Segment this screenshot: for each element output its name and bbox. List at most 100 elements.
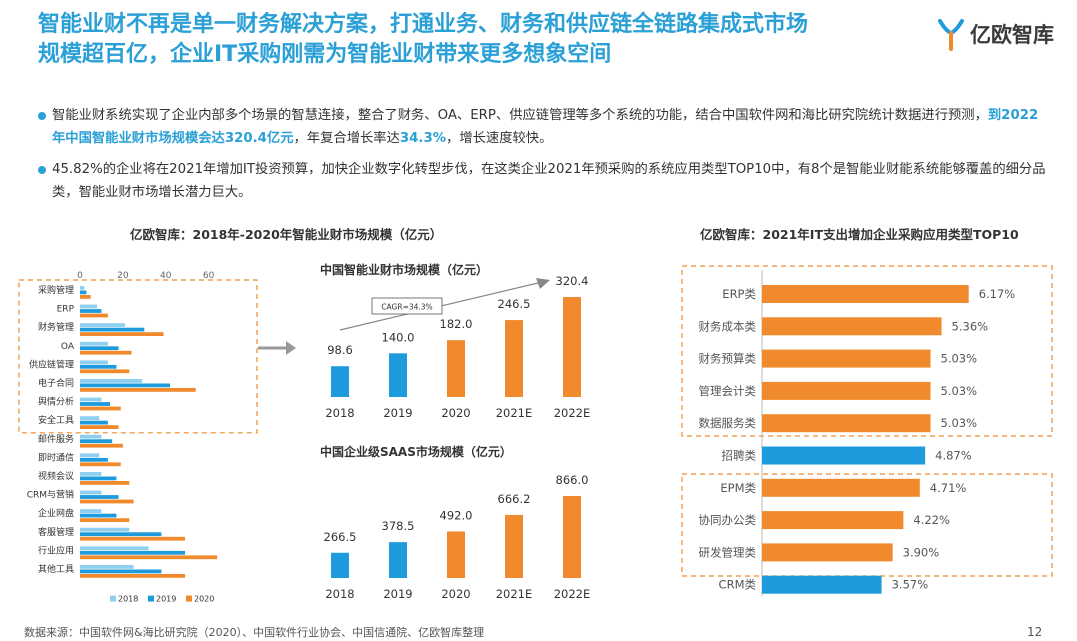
data-label: 266.5 [324, 530, 357, 544]
bar-2020 [80, 574, 185, 578]
chart-top10-apps: ERP类 6.17% 财务成本类 5.36% 财务预算类 5.03% 管理会计类 5.03% 数… [681, 265, 1053, 596]
bullet-dot-icon [38, 112, 46, 120]
x-tick-label: 2022E [554, 587, 591, 601]
bar-2020 [80, 443, 123, 448]
category-label: 即时通信 [38, 451, 74, 463]
bar-2018 [80, 341, 108, 346]
category-label: ERP类 [722, 287, 756, 301]
legend-label: 2020 [194, 595, 214, 604]
bar-2018 [80, 565, 134, 569]
bar [762, 478, 920, 497]
category-label: 企业网盘 [38, 507, 74, 519]
category-label: 数据服务类 [699, 416, 757, 430]
bar-2020 [80, 425, 119, 429]
category-label: 电子合同 [38, 377, 74, 389]
bar-2020 [80, 536, 185, 541]
bar-2019 [80, 495, 119, 499]
x-tick-label: 2019 [383, 406, 412, 420]
data-label: 3.90% [903, 545, 940, 559]
bullet-text-1: 智能业财系统实现了企业内部多个场景的智慧连接，整合了财务、OA、ERP、供应链管… [52, 104, 1048, 150]
bullet-item-2: 45.82%的企业将在2021年增加IT投资预算，加快企业数字化转型步伐，在这类… [38, 158, 1048, 204]
category-label: 其他工具 [38, 563, 74, 575]
bullet-text-2: 45.82%的企业将在2021年增加IT投资预算，加快企业数字化转型步伐，在这类… [52, 162, 1046, 200]
data-label: 666.2 [498, 492, 531, 506]
data-label: 6.17% [979, 287, 1016, 301]
bar-2018 [80, 490, 102, 495]
bar-2020 [80, 350, 132, 355]
bar-2020 [80, 406, 121, 411]
bar-2020 [80, 481, 130, 485]
bullet-1-part-b: ，年复合增长率达 [293, 131, 400, 146]
bar-2020 [80, 332, 164, 336]
data-label: 492.0 [440, 508, 473, 522]
data-label: 4.22% [913, 513, 950, 527]
data-label: 5.03% [941, 384, 978, 398]
bar [505, 320, 523, 397]
data-label: 3.57% [892, 578, 929, 592]
data-label: 182.0 [440, 317, 473, 331]
x-tick-label: 2020 [441, 587, 470, 601]
bar-2020 [80, 518, 130, 522]
data-label: 866.0 [556, 473, 589, 487]
category-label: 舆情分析 [38, 396, 74, 408]
bar [447, 531, 465, 578]
data-label: 4.87% [935, 449, 972, 463]
bar-2018 [80, 416, 100, 420]
bar-2018 [80, 397, 102, 402]
bar-2019 [80, 476, 117, 481]
bar-2020 [80, 499, 134, 504]
bar-2020 [80, 313, 108, 318]
x-tick-label: 2020 [441, 406, 470, 420]
bar [762, 543, 893, 562]
chart-app-categories: 0 20 40 60 采购管理 ERP 财务管理 OA 供应链管理电子合同舆情分析安全工具邮件服… [18, 271, 258, 604]
category-label: 客服管理 [38, 526, 74, 538]
bar-2020 [80, 388, 196, 392]
bar-2019 [80, 346, 119, 351]
bar-2019 [80, 532, 162, 537]
category-label: 财务预算类 [699, 352, 757, 366]
bar [762, 446, 926, 465]
bar-2019 [80, 309, 102, 313]
bar-2019 [80, 420, 108, 425]
bar-2019 [80, 513, 117, 518]
bar [762, 575, 882, 594]
bar [389, 353, 407, 397]
data-label: 5.03% [941, 416, 978, 430]
highlight-box-top [681, 265, 1053, 437]
category-label: 研发管理类 [699, 545, 757, 559]
category-label: 招聘类 [722, 449, 757, 463]
bullet-dot-icon [38, 166, 46, 174]
bar-2019 [80, 290, 87, 295]
bar [762, 317, 942, 336]
category-label: 管理会计类 [699, 384, 757, 398]
data-label: 246.5 [498, 297, 531, 311]
left-section-title: 亿欧智库：2018年-2020年智能业财市场规模（亿元） [130, 227, 443, 242]
x-tick-label: 2021E [496, 406, 533, 420]
bar-2018 [80, 527, 130, 532]
bar-2019 [80, 364, 117, 369]
right-section-title: 亿欧智库：2021年IT支出增加企业采购应用类型TOP10 [700, 227, 1019, 242]
bar-2018 [80, 323, 125, 327]
data-label: 4.71% [930, 481, 967, 495]
bar-2019 [80, 383, 170, 388]
legend-swatch [186, 595, 192, 602]
bar-2020 [80, 369, 130, 374]
data-label: 320.4 [556, 274, 589, 288]
bar [563, 297, 581, 397]
bar [762, 511, 904, 530]
x-tick-label: 2018 [325, 406, 354, 420]
bullet-1-highlight-market: 到2022年中国智能业财市场规模会达320.4亿元 [52, 108, 1039, 146]
bullet-1-part-c: ，增长速度较快。 [446, 131, 553, 146]
category-label: 采购管理 [38, 284, 74, 296]
chart-saas-market: 266.5 2018 378.5 2019 492.0 2020 666.2 2021E 866… [324, 473, 591, 601]
bar [762, 381, 931, 400]
bar-2018 [80, 434, 102, 439]
title-line-1: 智能业财不再是单一财务解决方案，打通业务、财务和供应链全链路集成式市场 [38, 12, 809, 37]
data-label: 98.6 [327, 343, 353, 357]
category-label: OA [61, 342, 75, 352]
footer-source: 数据来源：中国软件网&海比研究院（2020）、中国软件行业协会、中国信通院、亿欧… [24, 626, 485, 639]
title-line-2: 规模超百亿，企业IT采购刚需为智能业财带来更多想象空间 [38, 42, 612, 67]
bar-2018 [80, 360, 108, 365]
legend-label: 2019 [156, 595, 176, 604]
bar [762, 414, 931, 433]
